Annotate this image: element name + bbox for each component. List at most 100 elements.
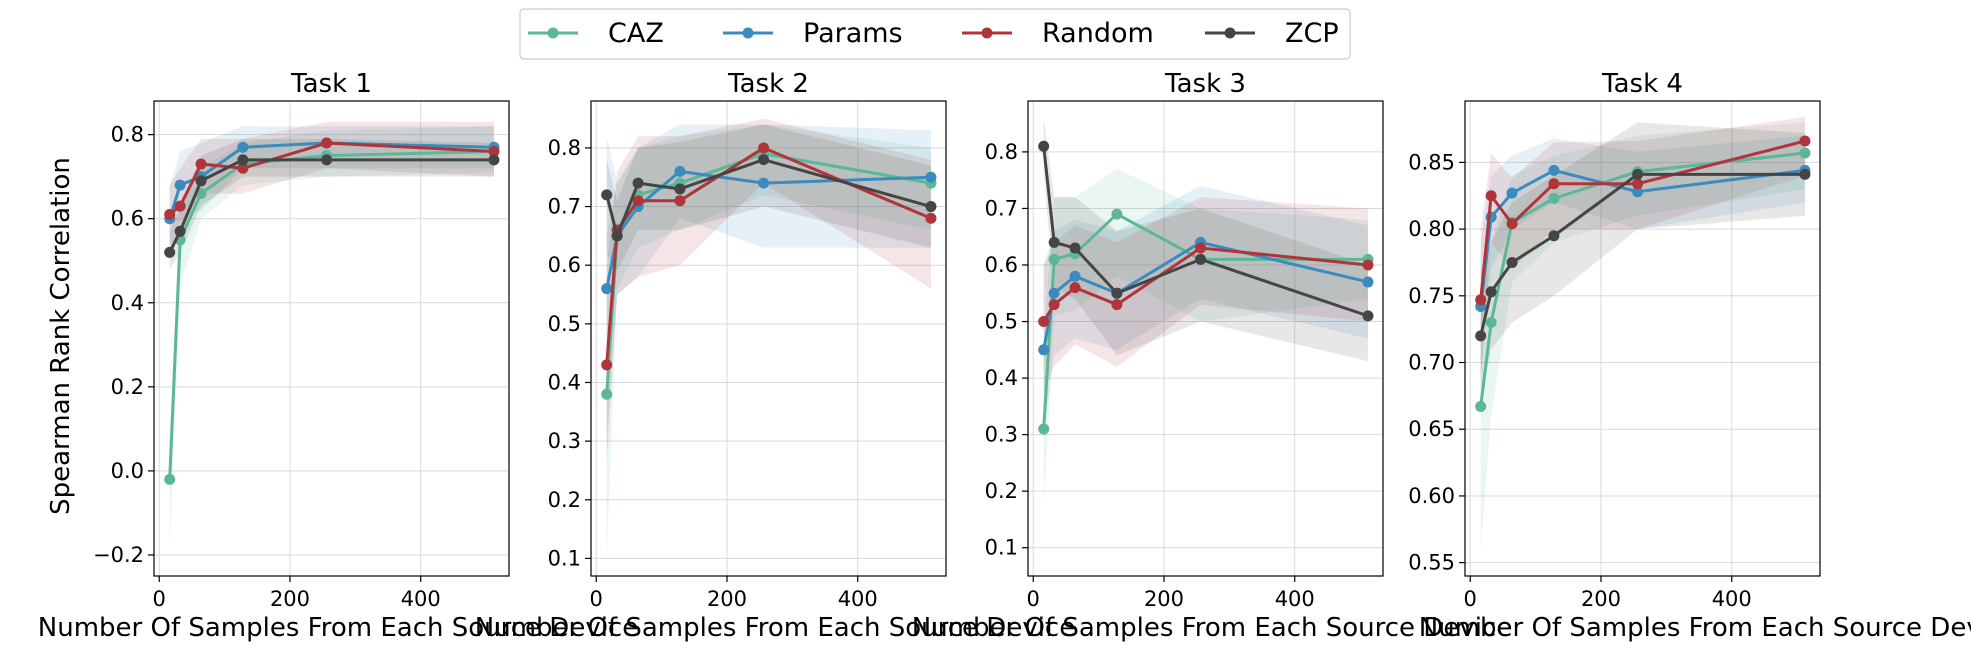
data-point-caz xyxy=(1475,401,1487,413)
grid xyxy=(1028,101,1383,576)
data-point-zcp xyxy=(1799,168,1811,180)
axes-frame xyxy=(1027,100,1384,577)
legend-item-zcp: ZCP xyxy=(1205,18,1339,49)
series-line-caz xyxy=(168,149,495,480)
axes-frame xyxy=(153,100,510,577)
data-point-params xyxy=(1362,276,1374,288)
data-point-caz xyxy=(1485,316,1497,328)
plot-area xyxy=(1038,117,1374,509)
data-point-random xyxy=(1048,299,1060,311)
data-point-zcp xyxy=(1038,140,1050,152)
x-tick-label: 0 xyxy=(1027,587,1040,611)
data-point-zcp xyxy=(1475,330,1487,342)
series-line-zcp xyxy=(605,158,932,238)
y-tick-label: 0.2 xyxy=(985,479,1018,503)
legend-marker xyxy=(547,27,559,39)
data-point-caz xyxy=(601,388,613,400)
y-tick-label: 0.2 xyxy=(111,375,144,399)
data-point-caz xyxy=(1799,147,1811,159)
data-point-zcp xyxy=(1485,286,1497,298)
grid xyxy=(154,101,509,576)
legend-marker xyxy=(1224,27,1236,39)
y-tick-label: 0.6 xyxy=(111,207,144,231)
data-point-random xyxy=(674,195,686,207)
y-tick-label: 0.8 xyxy=(548,136,581,160)
legend-item-random: Random xyxy=(962,18,1154,49)
y-tick-label: 0.1 xyxy=(985,536,1018,560)
y-tick-label: 0.4 xyxy=(111,291,144,315)
data-point-random xyxy=(1475,294,1487,306)
data-point-random xyxy=(488,145,500,157)
band-zcp xyxy=(169,138,494,270)
data-point-zcp xyxy=(611,230,623,242)
y-tick-label: 0.3 xyxy=(548,429,581,453)
data-point-zcp xyxy=(674,183,686,195)
data-point-zcp xyxy=(195,175,207,187)
grid xyxy=(1465,101,1820,576)
legend-label: Random xyxy=(1042,18,1154,49)
y-tick-label: 0.1 xyxy=(548,546,581,570)
data-point-zcp xyxy=(1195,253,1207,265)
data-point-random xyxy=(1506,218,1518,230)
data-point-zcp xyxy=(1548,230,1560,242)
y-tick-label: −0.2 xyxy=(93,543,144,567)
series-line-caz xyxy=(1479,151,1806,407)
data-point-zcp xyxy=(1111,287,1123,299)
y-tick-label: 0.70 xyxy=(1408,351,1455,375)
y-tick-label: 0.5 xyxy=(548,312,581,336)
band-caz xyxy=(1043,168,1368,509)
series-line-zcp xyxy=(1042,146,1369,318)
panel-title: Task 1 xyxy=(290,69,372,99)
legend-label: ZCP xyxy=(1285,18,1339,49)
chart-panel-task-1: 0 200 400 −0.2 0.0 0.2 0.4 0.6 0.8 Task 1 Number O… xyxy=(38,69,638,643)
data-point-params xyxy=(758,177,770,189)
band-caz xyxy=(606,124,931,559)
chart-panels: 0 200 400 −0.2 0.0 0.2 0.4 0.6 0.8 Task 1 Number O… xyxy=(38,69,1971,643)
y-tick-label: 0.8 xyxy=(111,123,144,147)
legend: CAZ Params Random ZCP xyxy=(519,8,1351,60)
y-tick-label: 0.0 xyxy=(111,459,144,483)
data-point-caz xyxy=(1038,423,1050,435)
data-point-params xyxy=(1048,287,1060,299)
x-tick-label: 200 xyxy=(1581,587,1621,611)
legend-marker xyxy=(981,27,993,39)
data-point-caz xyxy=(1048,253,1060,265)
y-tick-label: 0.8 xyxy=(985,140,1018,164)
band-random xyxy=(606,118,931,465)
data-point-random xyxy=(1548,178,1560,190)
series-line-random xyxy=(1479,139,1806,300)
x-axis-label: Number Of Samples From Each Source Devic… xyxy=(912,613,1512,643)
chart-panel-task-2: 0 200 400 0.1 0.2 0.3 0.4 0.5 0.6 0.7 0.8 Task 2 Num… xyxy=(475,69,1075,643)
data-point-random xyxy=(1069,282,1081,294)
data-point-caz xyxy=(1111,208,1123,220)
data-point-zcp xyxy=(1048,236,1060,248)
data-point-zcp xyxy=(1069,242,1081,254)
y-tick-label: 0.5 xyxy=(985,310,1018,334)
y-tick-label: 0.55 xyxy=(1408,551,1455,575)
series-line-caz xyxy=(1042,212,1368,430)
data-point-zcp xyxy=(174,225,186,237)
legend-item-params: Params xyxy=(723,18,903,49)
data-point-random xyxy=(174,200,186,212)
y-tick-label: 0.80 xyxy=(1408,217,1455,241)
data-point-zcp xyxy=(164,246,176,258)
x-tick-label: 0 xyxy=(153,587,166,611)
plot-area xyxy=(1475,117,1811,550)
y-tick-label: 0.6 xyxy=(985,253,1018,277)
data-point-zcp xyxy=(925,201,937,213)
data-point-params xyxy=(1548,164,1560,176)
data-point-random xyxy=(632,195,644,207)
panel-title: Task 4 xyxy=(1601,69,1683,99)
y-tick-label: 0.7 xyxy=(985,196,1018,220)
y-tick-label: 0.6 xyxy=(548,253,581,277)
data-point-params xyxy=(1038,344,1050,356)
legend-item-caz: CAZ xyxy=(528,18,664,49)
data-point-caz xyxy=(1548,192,1560,204)
data-point-params xyxy=(237,141,249,153)
data-point-random xyxy=(1195,242,1207,254)
x-tick-label: 400 xyxy=(838,587,878,611)
data-point-random xyxy=(1485,190,1497,202)
data-point-random xyxy=(1111,299,1123,311)
x-tick-label: 200 xyxy=(707,587,747,611)
band-params xyxy=(1043,185,1368,435)
